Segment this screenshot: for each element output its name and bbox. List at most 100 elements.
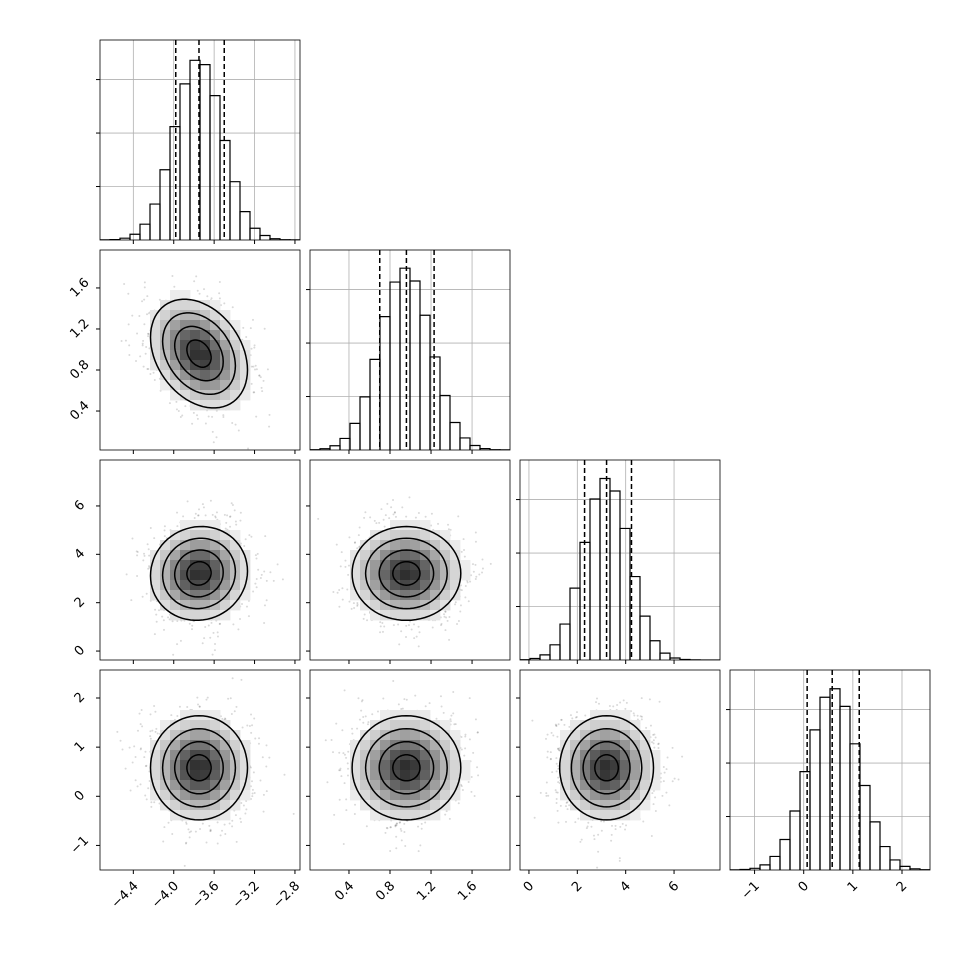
density-cell	[200, 770, 211, 781]
sample-point	[136, 785, 139, 788]
sample-point	[244, 538, 247, 541]
sample-point	[381, 630, 384, 633]
sample-point	[194, 830, 197, 833]
sample-point	[136, 554, 139, 557]
density-cell	[180, 760, 191, 771]
density-cell	[170, 310, 181, 321]
density-cell	[200, 360, 211, 371]
density-cell	[180, 810, 191, 821]
sample-point	[657, 746, 660, 749]
sample-point	[146, 313, 149, 316]
sample-point	[196, 417, 199, 420]
density-cell	[430, 540, 441, 551]
hist-bin	[239, 211, 251, 240]
sample-point	[622, 699, 625, 702]
density-cell	[210, 770, 221, 781]
sample-point	[364, 715, 367, 718]
density-cell	[190, 780, 201, 791]
sample-point	[600, 829, 603, 832]
density-cell	[180, 780, 191, 791]
density-cell	[170, 800, 181, 811]
sample-point	[251, 318, 254, 321]
sample-point	[386, 502, 389, 505]
x-tick-label: 1.6	[455, 879, 480, 904]
sample-point	[241, 603, 244, 606]
panel-frame	[309, 459, 511, 661]
sample-point	[237, 429, 240, 432]
sample-point	[338, 751, 341, 754]
hist-bin	[659, 652, 671, 660]
sample-point	[121, 748, 124, 751]
sample-point	[339, 769, 342, 772]
density-cell	[160, 590, 171, 601]
sample-point	[252, 590, 255, 593]
density-cell	[180, 530, 191, 541]
sample-point	[139, 355, 142, 358]
sample-point	[163, 525, 166, 528]
sample-point	[354, 541, 357, 544]
density-cell	[430, 550, 441, 561]
sample-point	[661, 794, 664, 797]
sample-point	[549, 758, 552, 761]
density-cell	[620, 790, 631, 801]
sample-point	[356, 601, 359, 604]
density-cell	[410, 760, 421, 771]
sample-point	[230, 502, 233, 505]
density-cell	[380, 790, 391, 801]
sample-point	[460, 748, 463, 751]
density-cell	[420, 570, 431, 581]
density-cell	[430, 750, 441, 761]
sample-point	[403, 698, 406, 701]
density-cell	[230, 600, 241, 611]
hist-bin	[229, 181, 241, 240]
density-cell	[210, 610, 221, 621]
sample-point	[394, 824, 397, 827]
density-panel	[305, 679, 480, 853]
sample-point	[245, 336, 248, 339]
sample-point	[618, 859, 621, 862]
sample-point	[362, 721, 365, 724]
sample-point	[551, 771, 554, 774]
sample-point	[401, 506, 404, 509]
sample-point	[340, 551, 343, 554]
sample-point	[554, 789, 557, 792]
sample-point	[545, 781, 548, 784]
density-cell	[390, 610, 401, 621]
density-cell	[240, 390, 251, 401]
sample-point	[154, 710, 157, 713]
sample-point	[469, 580, 472, 583]
sample-point	[394, 824, 397, 827]
density-cell	[170, 720, 181, 731]
sample-point	[224, 718, 227, 721]
sample-point	[259, 577, 262, 580]
density-cell	[180, 320, 191, 331]
sample-point	[258, 374, 261, 377]
density-cell	[190, 540, 201, 551]
sample-point	[342, 752, 345, 755]
sample-point	[409, 620, 412, 623]
density-cell	[200, 370, 211, 381]
density-cell	[600, 790, 611, 801]
density-cell	[380, 710, 391, 721]
density-cell	[620, 720, 631, 731]
sample-point	[533, 816, 536, 819]
density-cell	[180, 370, 191, 381]
sample-point	[197, 703, 200, 706]
density-cell	[350, 570, 361, 581]
sample-point	[424, 705, 427, 708]
sample-point	[144, 794, 147, 797]
sample-point	[563, 723, 566, 726]
density-cell	[630, 790, 641, 801]
sample-point	[216, 635, 219, 638]
sample-point	[250, 365, 253, 368]
sample-point	[272, 579, 275, 582]
density-cell	[390, 730, 401, 741]
sample-point	[454, 723, 457, 726]
sample-point	[255, 557, 258, 560]
density-cell	[610, 750, 621, 761]
sample-point	[305, 718, 307, 720]
sample-point	[410, 628, 413, 631]
hist-bin	[249, 227, 261, 240]
sample-point	[215, 436, 218, 439]
sample-point	[239, 542, 242, 545]
